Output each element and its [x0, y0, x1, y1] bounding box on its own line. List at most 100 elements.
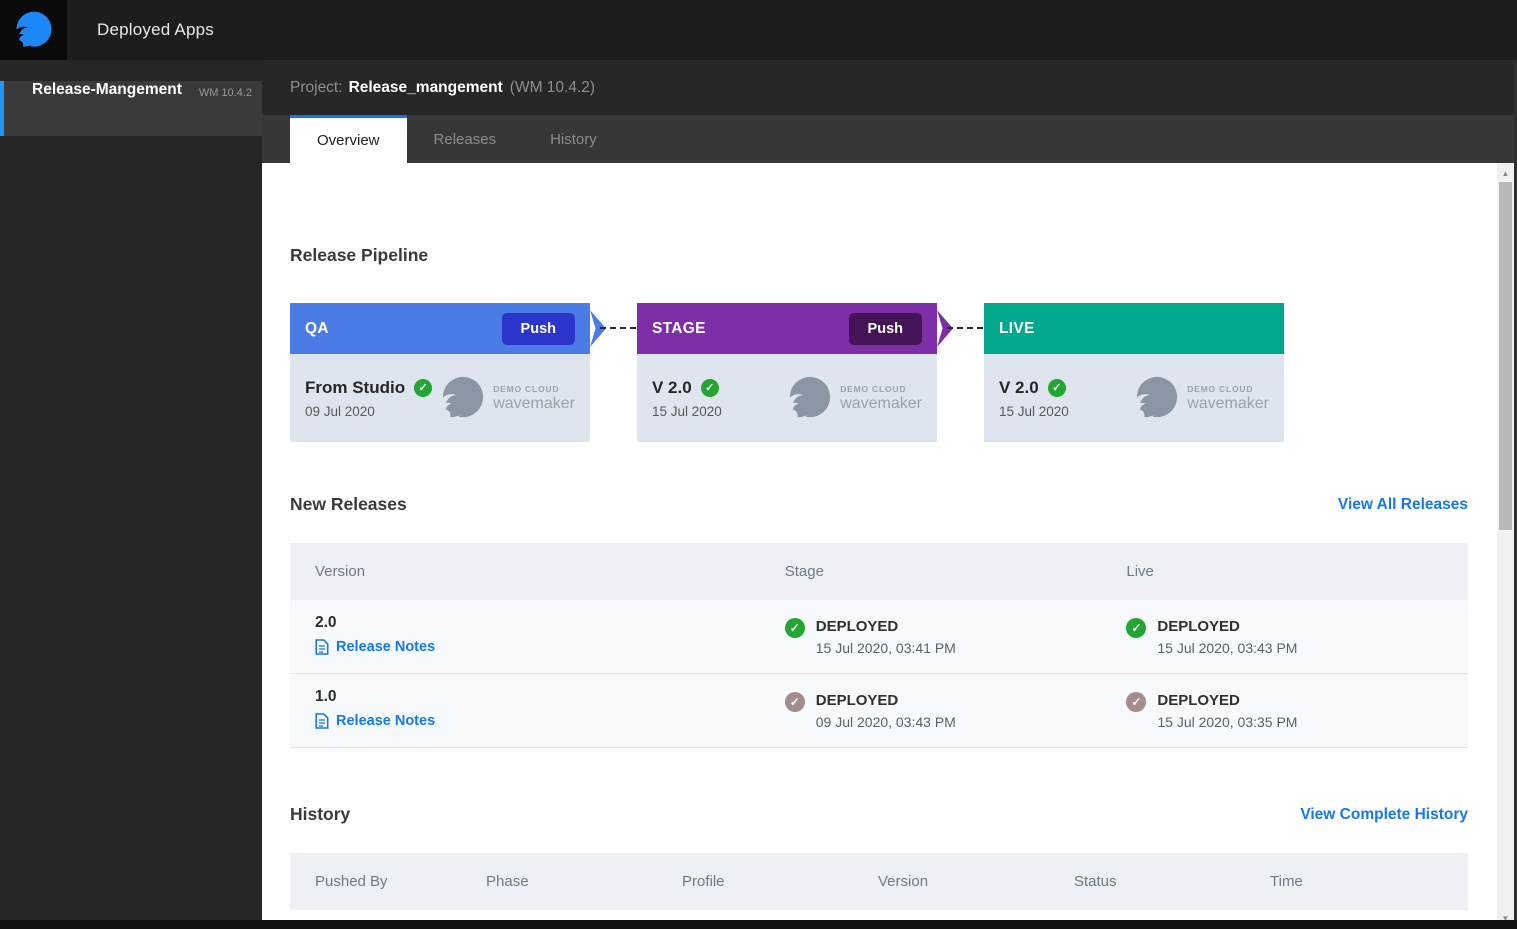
window-bottom-edge	[0, 920, 1517, 929]
sidebar-item-release-management[interactable]: WM 10.4.2 Release-Mangement	[0, 81, 262, 136]
release-notes-label: Release Notes	[336, 638, 436, 655]
app-title: Deployed Apps	[97, 20, 214, 39]
wavemaker-wave-icon	[440, 376, 484, 421]
scroll-up-icon[interactable]: ▲	[1501, 169, 1510, 178]
dashed-line	[600, 327, 636, 329]
wavemaker-wave-icon	[787, 376, 831, 421]
release-notes-link[interactable]: Release Notes	[315, 639, 435, 655]
check-circle-muted-icon: ✓	[1126, 691, 1147, 712]
view-all-releases-link[interactable]: View All Releases	[1337, 495, 1468, 513]
tab-history-label: History	[550, 130, 597, 148]
version-cell: 1.0 Release Notes	[290, 688, 785, 734]
wavemaker-wave-icon	[1134, 376, 1178, 421]
stage-time: 15 Jul 2020, 03:41 PM	[815, 639, 956, 656]
live-date: 15 Jul 2020	[999, 403, 1069, 419]
wavemaker-label: wavemaker	[493, 394, 575, 412]
history-title: History	[290, 804, 351, 824]
overview-content: Release Pipeline QA Push From Studio ✓	[262, 163, 1517, 929]
pipeline-card-stage-body: V 2.0 ✓ 15 Jul 2020	[637, 354, 937, 442]
sidebar-item-wm-version: WM 10.4.2	[198, 87, 252, 99]
tab-history[interactable]: History	[523, 115, 624, 163]
check-circle-icon: ✓	[414, 378, 433, 397]
document-icon	[315, 712, 329, 729]
version-number: 2.0	[315, 613, 337, 631]
wavemaker-label: wavemaker	[1187, 394, 1269, 412]
qa-version: From Studio	[305, 377, 406, 397]
new-releases-head: New Releases View All Releases	[290, 494, 1468, 515]
release-pipeline-title: Release Pipeline	[290, 245, 429, 265]
release-pipeline: QA Push From Studio ✓ 09 Jul 2020	[290, 303, 1468, 442]
stage-name-qa: QA	[305, 319, 329, 337]
pipeline-card-qa-header: QA Push	[290, 303, 606, 354]
demo-cloud-label: DEMO CLOUD	[840, 383, 907, 394]
column-stage: Stage	[784, 563, 824, 580]
tab-releases[interactable]: Releases	[407, 115, 524, 163]
release-notes-label: Release Notes	[336, 712, 436, 729]
table-row: 2.0 Release Notes	[290, 600, 1468, 674]
push-button-stage[interactable]: Push	[848, 312, 922, 345]
app-body: WM 10.4.2 Release-Mangement Project: Rel…	[0, 60, 1517, 929]
column-time: Time	[1270, 873, 1303, 890]
project-header: Project: Release_mangement (WM 10.4.2)	[262, 60, 1517, 115]
stage-status-cell: ✓ DEPLOYED 15 Jul 2020, 03:41 PM	[784, 617, 1127, 656]
scroll-down-icon[interactable]: ▼	[1501, 914, 1510, 923]
pipeline-card-stage-header: STAGE Push	[637, 303, 953, 354]
pipeline-card-live-body: V 2.0 ✓ 15 Jul 2020	[984, 354, 1284, 442]
pipeline-connector	[590, 303, 637, 442]
live-version: V 2.0	[999, 377, 1039, 397]
stage-time: 09 Jul 2020, 03:43 PM	[815, 713, 956, 730]
column-version: Version	[315, 563, 366, 580]
version-cell: 2.0 Release Notes	[290, 614, 785, 660]
scrollbar-thumb[interactable]	[1499, 182, 1512, 530]
demo-cloud-label: DEMO CLOUD	[1187, 383, 1254, 394]
view-complete-history-link[interactable]: View Complete History	[1300, 805, 1468, 823]
live-status-cell: ✓ DEPLOYED 15 Jul 2020, 03:43 PM	[1126, 617, 1468, 656]
live-time: 15 Jul 2020, 03:43 PM	[1157, 639, 1298, 656]
project-version: (WM 10.4.2)	[509, 78, 596, 96]
tab-releases-label: Releases	[433, 130, 497, 148]
release-notes-link[interactable]: Release Notes	[315, 713, 435, 729]
wavemaker-label: wavemaker	[840, 394, 922, 412]
pipeline-card-qa: QA Push From Studio ✓ 09 Jul 2020	[290, 303, 606, 442]
live-status: DEPLOYED	[1157, 617, 1240, 635]
vertical-scrollbar[interactable]: ▲ ▼	[1497, 163, 1514, 929]
column-status: Status	[1074, 873, 1117, 890]
wavemaker-logo-icon	[13, 11, 51, 50]
new-releases-table: Version Stage Live 2.0	[290, 543, 1468, 748]
column-live: Live	[1126, 563, 1154, 580]
history-table-header: Pushed By Phase Profile Version Status T…	[290, 853, 1468, 910]
history-head: History View Complete History	[290, 804, 1468, 825]
column-phase: Phase	[486, 873, 529, 890]
tab-overview[interactable]: Overview	[290, 115, 407, 163]
stage-status-cell: ✓ DEPLOYED 09 Jul 2020, 03:43 PM	[784, 691, 1127, 730]
stage-date: 15 Jul 2020	[652, 403, 722, 419]
pipeline-connector	[937, 303, 984, 442]
wavemaker-logo	[0, 0, 67, 60]
check-circle-icon: ✓	[700, 378, 719, 397]
check-circle-icon: ✓	[1047, 378, 1066, 397]
main-panel: Project: Release_mangement (WM 10.4.2) O…	[262, 60, 1517, 929]
tab-bar: Overview Releases History	[262, 115, 1517, 163]
live-version-block: V 2.0 ✓ 15 Jul 2020	[999, 378, 1069, 419]
new-releases-title: New Releases	[290, 494, 407, 514]
live-time: 15 Jul 2020, 03:35 PM	[1157, 713, 1298, 730]
column-version: Version	[878, 873, 929, 890]
sidebar-item-label: Release-Mangement	[32, 81, 182, 98]
table-row: 1.0 Release Notes	[290, 674, 1468, 748]
project-prefix-label: Project:	[290, 78, 343, 96]
stage-status: DEPLOYED	[815, 617, 899, 635]
new-releases-table-header: Version Stage Live	[290, 543, 1468, 600]
check-circle-icon: ✓	[1126, 617, 1147, 638]
window-right-edge	[1514, 60, 1517, 929]
check-circle-muted-icon: ✓	[784, 691, 805, 712]
version-number: 1.0	[315, 687, 337, 705]
top-bar: Deployed Apps	[0, 0, 1517, 60]
qa-date: 09 Jul 2020	[305, 403, 375, 419]
stage-version-block: V 2.0 ✓ 15 Jul 2020	[652, 378, 722, 419]
pipeline-card-qa-body: From Studio ✓ 09 Jul 2020	[290, 354, 590, 442]
push-button-qa[interactable]: Push	[501, 312, 575, 345]
live-status-cell: ✓ DEPLOYED 15 Jul 2020, 03:35 PM	[1126, 691, 1468, 730]
pipeline-card-live: LIVE V 2.0 ✓ 15 Jul 2020	[984, 303, 1284, 442]
check-circle-icon: ✓	[784, 617, 805, 638]
sidebar: WM 10.4.2 Release-Mangement	[0, 60, 262, 929]
